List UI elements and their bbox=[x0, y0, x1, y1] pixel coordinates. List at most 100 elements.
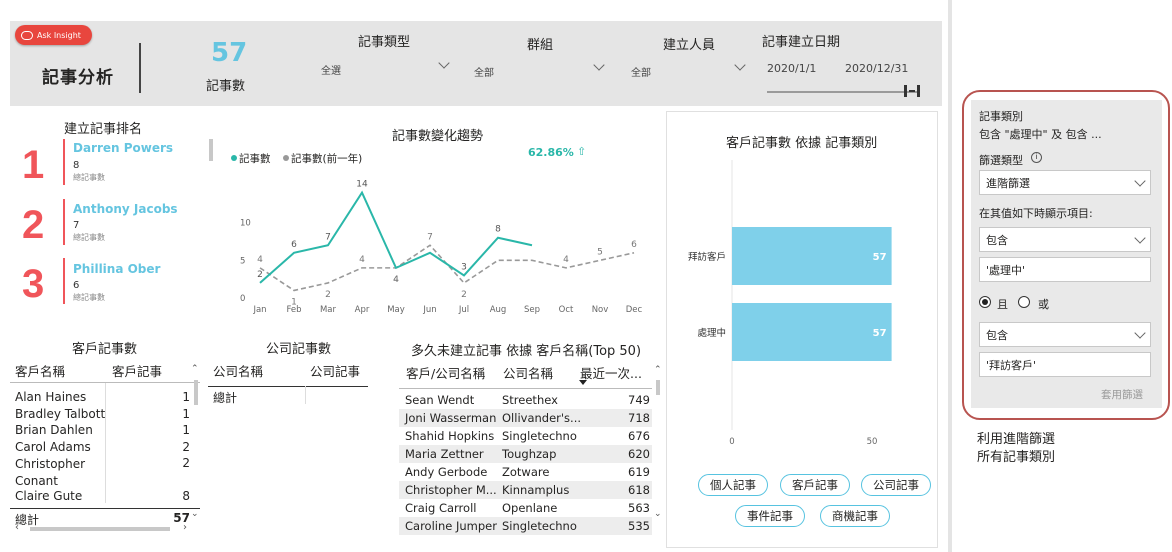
rank-sub-label: 總記事數 bbox=[73, 173, 105, 182]
column-header[interactable]: 客戶/公司名稱 bbox=[406, 366, 486, 381]
trend-line-chart[interactable]: 0 5 10 Jan Feb Mar Apr May Jun Jul Aug Sep Oct Nov Dec… bbox=[220, 165, 652, 315]
x-tick-label: Aug bbox=[490, 305, 507, 315]
legend-label-current: 記事數 bbox=[239, 153, 271, 165]
filter-summary: 包含 "處理中" 及 包含 ... bbox=[979, 128, 1102, 141]
data-label-current: 2 bbox=[257, 270, 263, 280]
scroll-left-icon[interactable]: ‹ bbox=[15, 522, 19, 533]
customer-name-cell: Maria Zettner bbox=[405, 447, 484, 461]
column-header[interactable]: 公司名稱 bbox=[503, 366, 554, 381]
customer-name-cell: Claire Gute bbox=[15, 489, 83, 503]
customer-name-cell: Andy Gerbode bbox=[405, 465, 488, 479]
radio-or-label[interactable]: 或 bbox=[1038, 298, 1049, 311]
row-stripe bbox=[399, 409, 652, 427]
button-customer-notes[interactable]: 客戶記事 bbox=[780, 474, 850, 496]
column-header[interactable]: 客戶記事 bbox=[112, 364, 163, 379]
slicer-type-dropdown[interactable]: 全選 bbox=[321, 66, 341, 77]
x-tick-label: Dec bbox=[626, 305, 643, 315]
info-icon: i bbox=[1031, 152, 1042, 163]
scroll-up-icon[interactable]: ⌃ bbox=[654, 365, 662, 375]
company-name-cell: Ollivander's... bbox=[502, 411, 582, 425]
slicer-creator-dropdown[interactable]: 全部 bbox=[631, 68, 651, 79]
scroll-down-icon[interactable]: ⌄ bbox=[654, 509, 662, 519]
rank-accent-bar bbox=[63, 258, 65, 304]
sort-desc-icon[interactable] bbox=[579, 380, 587, 385]
data-label-previous: 4 bbox=[359, 255, 365, 265]
pane-separator bbox=[948, 0, 952, 552]
days-cell: 749 bbox=[628, 393, 650, 407]
total-value: 57 bbox=[173, 511, 190, 525]
value-2-input[interactable]: '拜訪客戶' bbox=[979, 352, 1151, 377]
header-divider bbox=[139, 43, 141, 93]
column-divider bbox=[305, 386, 306, 404]
filter-type-dropdown[interactable]: 進階篩選 bbox=[979, 170, 1151, 195]
radio-and-label[interactable]: 且 bbox=[997, 298, 1008, 311]
data-label-previous: 4 bbox=[393, 275, 399, 285]
ask-insight-button[interactable]: Ask Insight bbox=[15, 25, 92, 45]
column-header[interactable]: 公司名稱 bbox=[213, 364, 264, 379]
value-1-input[interactable]: '處理中' bbox=[979, 257, 1151, 282]
date-start[interactable]: 2020/1/1 bbox=[767, 62, 817, 75]
radio-or[interactable] bbox=[1018, 296, 1030, 308]
radio-and-selected[interactable] bbox=[979, 296, 991, 308]
row-stripe bbox=[399, 481, 652, 499]
days-cell: 535 bbox=[628, 519, 650, 533]
bar-chart[interactable]: 0 50 拜訪客戶 57 處理中 57 bbox=[670, 160, 930, 450]
series-line-current bbox=[259, 190, 533, 284]
x-tick-label: 50 bbox=[867, 437, 878, 447]
days-cell: 618 bbox=[628, 483, 650, 497]
bar-value-label: 57 bbox=[873, 328, 887, 339]
column-header[interactable]: 最近一次... bbox=[580, 366, 642, 381]
customer-count-cell: 8 bbox=[182, 489, 190, 503]
button-event-notes[interactable]: 事件記事 bbox=[735, 505, 805, 527]
company-name-cell: Streethex bbox=[502, 393, 558, 407]
filter-field-name[interactable]: 記事類別 bbox=[979, 110, 1023, 123]
button-opportunity-notes[interactable]: 商機記事 bbox=[820, 505, 890, 527]
column-divider bbox=[105, 383, 106, 503]
data-label-previous: 4 bbox=[257, 255, 263, 265]
vertical-scrollbar[interactable] bbox=[656, 380, 660, 395]
company-name-cell: Openlane bbox=[502, 501, 558, 515]
row-stripe bbox=[399, 445, 652, 463]
x-tick-label: Mar bbox=[320, 305, 337, 315]
horizontal-scrollbar[interactable] bbox=[30, 527, 170, 531]
condition-2-value: 包含 bbox=[986, 328, 1008, 342]
value-2-text: '拜訪客戶' bbox=[986, 358, 1037, 372]
company-name-cell: Toughzap bbox=[502, 447, 557, 461]
button-personal-notes[interactable]: 個人記事 bbox=[698, 474, 768, 496]
legend-scroll-indicator bbox=[209, 139, 213, 161]
x-tick-label: 0 bbox=[729, 437, 734, 447]
date-slider-track[interactable] bbox=[767, 91, 917, 93]
slicer-group-dropdown[interactable]: 全部 bbox=[474, 68, 494, 79]
category-label: 拜訪客戶 bbox=[688, 251, 726, 263]
rank-count: 8 bbox=[73, 160, 80, 171]
trend-pct: 62.86% bbox=[528, 146, 574, 159]
legend-label-previous: 記事數(前一年) bbox=[291, 153, 363, 165]
x-tick-label: Nov bbox=[592, 305, 609, 315]
scroll-right-icon[interactable]: › bbox=[183, 522, 187, 533]
company-table-title: 公司記事數 bbox=[266, 342, 332, 357]
show-items-label: 在其值如下時顯示項目: bbox=[979, 207, 1093, 220]
column-header[interactable]: 公司記事 bbox=[310, 364, 361, 379]
customer-count-cell: 2 bbox=[182, 439, 190, 454]
scroll-up-icon[interactable]: ⌃ bbox=[191, 364, 199, 374]
data-label-current: 7 bbox=[325, 232, 331, 242]
rank-number: 2 bbox=[22, 203, 45, 247]
condition-2-dropdown[interactable]: 包含 bbox=[979, 322, 1151, 347]
vertical-scrollbar[interactable] bbox=[194, 380, 198, 405]
rank-count: 7 bbox=[73, 220, 80, 231]
scroll-down-icon[interactable]: ⌄ bbox=[191, 509, 199, 519]
condition-1-dropdown[interactable]: 包含 bbox=[979, 227, 1151, 252]
date-slider-handle[interactable] bbox=[904, 85, 920, 97]
header-divider bbox=[208, 386, 368, 387]
customer-count-cell: 1 bbox=[182, 406, 190, 421]
days-cell: 718 bbox=[628, 411, 650, 425]
customer-name-cell: Christopher M... bbox=[405, 483, 497, 497]
button-company-notes[interactable]: 公司記事 bbox=[861, 474, 931, 496]
condition-1-value: 包含 bbox=[986, 233, 1008, 247]
column-header[interactable]: 客戶名稱 bbox=[15, 364, 66, 379]
rank-number: 1 bbox=[22, 143, 45, 187]
date-end[interactable]: 2020/12/31 bbox=[845, 62, 909, 75]
bar-chart-title: 客戶記事數 依據 記事類別 bbox=[726, 136, 878, 151]
slicer-title-date: 記事建立日期 bbox=[762, 35, 841, 50]
apply-filter-link[interactable]: 套用篩選 bbox=[1101, 389, 1143, 401]
